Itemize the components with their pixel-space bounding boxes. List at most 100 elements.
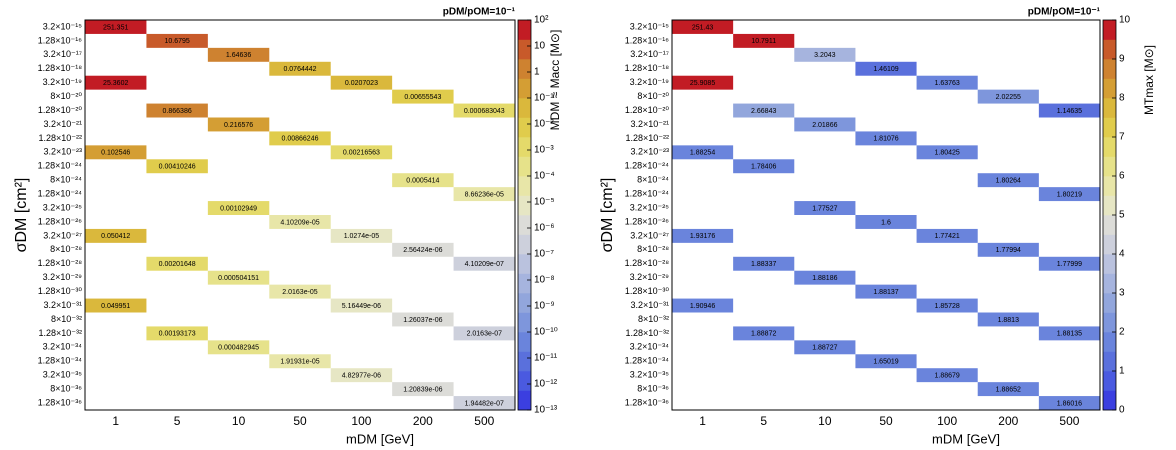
cell [85, 20, 147, 34]
cell-label: 4.10209e-05 [280, 219, 319, 226]
cell [794, 270, 856, 285]
cell [207, 47, 270, 62]
chart-title: pDM/pOM=10⁻¹ [443, 7, 516, 18]
cell [269, 131, 331, 146]
cell-label: 0.00410246 [159, 164, 196, 171]
y-axis-label: σDM [cm²] [599, 178, 616, 253]
cell [855, 284, 917, 299]
colorbar-tick-label: 10⁻⁷ [534, 249, 554, 260]
cell-label: 3.2043 [814, 52, 836, 59]
cell-label: 4.82977e-06 [342, 373, 381, 380]
cell [916, 228, 978, 243]
cell [916, 298, 978, 313]
colorbar-tick-label: 5 [1119, 210, 1125, 221]
cell [85, 75, 147, 90]
cell-label: 1.90946 [690, 303, 715, 310]
cell [207, 201, 270, 215]
cell [855, 215, 917, 229]
cell-label: 25.3602 [103, 80, 128, 87]
cell [672, 75, 734, 90]
x-tick-label: 50 [879, 414, 893, 428]
colorbar-band [1103, 293, 1116, 313]
cell-label: 1.88337 [751, 261, 776, 268]
plot-frame [671, 19, 1101, 411]
colorbar-band [1103, 234, 1116, 255]
cell-label: 1.65019 [873, 359, 898, 366]
y-tick-label: 1.28×10⁻³⁰ [625, 286, 670, 296]
y-tick-label: 1.28×10⁻¹⁶ [38, 35, 83, 45]
cell [733, 256, 795, 271]
cell [1038, 103, 1100, 118]
cell-label: 1.77421 [934, 233, 959, 240]
colorbar-band [1103, 39, 1116, 60]
y-tick-label: 3.2×10⁻²⁷ [630, 230, 669, 240]
cell-label: 0.00216563 [343, 150, 380, 157]
cell [207, 117, 270, 132]
colorbar-tick-label: 10⁻⁴ [534, 171, 555, 182]
colorbar-band [518, 20, 531, 40]
colorbar-tick-label: 10⁻¹¹ [534, 353, 558, 364]
cell-label: 0.0005414 [406, 178, 439, 185]
cell [453, 103, 515, 118]
cell-label: 1.88652 [996, 386, 1021, 393]
colorbar-tick-label: 4 [1119, 249, 1125, 260]
cell-label: 0.0207023 [345, 80, 378, 87]
y-tick-label: 1.28×10⁻¹⁶ [625, 35, 670, 45]
cell [453, 326, 515, 341]
x-axis-label: mDM [GeV] [346, 431, 414, 446]
x-tick-label: 50 [293, 414, 307, 428]
colorbar-band [518, 234, 531, 255]
x-tick-label: 5 [760, 414, 767, 428]
y-tick-label: 8×10⁻²⁴ [637, 175, 669, 185]
y-tick-label: 1.28×10⁻³⁴ [625, 356, 670, 366]
cell [977, 242, 1039, 257]
x-tick-label: 500 [474, 414, 494, 428]
colorbar-band [518, 351, 531, 372]
colorbar-tick-label: 10 [1119, 15, 1131, 26]
cell-label: 0.00655543 [404, 94, 441, 101]
colorbar-band [1103, 20, 1116, 40]
cell [146, 159, 208, 174]
x-tick-label: 200 [413, 414, 433, 428]
cell-label: 1.88679 [934, 373, 959, 380]
colorbar-band [518, 371, 531, 391]
cell-label: 1.91931e-05 [280, 359, 319, 366]
cell [977, 382, 1039, 397]
colorbar-band [518, 254, 531, 274]
cell [85, 298, 147, 313]
colorbar-tick-label: 10⁻⁸ [534, 275, 555, 286]
cell [392, 242, 454, 257]
y-tick-label: 3.2×10⁻³¹ [43, 300, 82, 310]
y-tick-label: 8×10⁻²⁰ [637, 91, 669, 101]
cell-label: 0.00201648 [159, 261, 196, 268]
colorbar-band [1103, 98, 1116, 118]
cell [1038, 187, 1100, 202]
cell [330, 145, 393, 160]
cell [146, 33, 208, 48]
colorbar-band [1103, 215, 1116, 235]
cell-label: 1.81076 [873, 136, 898, 143]
colorbar-band [1103, 312, 1116, 333]
cell-label: 8.66236e-05 [465, 191, 504, 198]
y-tick-label: 3.2×10⁻¹⁹ [630, 77, 670, 87]
y-tick-label: 1.28×10⁻²⁰ [38, 105, 83, 115]
colorbar-tick-label: 8 [1119, 93, 1125, 104]
y-tick-label: 1.28×10⁻²⁴ [38, 161, 83, 171]
colorbar-band [1103, 390, 1116, 411]
colorbar-tick-label: 10⁻⁵ [534, 197, 555, 208]
colorbar-band [1103, 195, 1116, 216]
cell-label: 1.80264 [996, 178, 1021, 185]
cell-label: 1.93176 [690, 233, 715, 240]
plot-frame [84, 19, 516, 411]
cell-label: 1.14635 [1057, 108, 1082, 115]
colorbar-tick-label: 3 [1119, 288, 1125, 299]
cell [392, 312, 454, 327]
y-tick-label: 1.28×10⁻²⁰ [625, 105, 670, 115]
cell-label: 10.6795 [164, 38, 189, 45]
cell [672, 298, 734, 313]
colorbar-band [518, 293, 531, 313]
cell-label: 0.102546 [101, 150, 130, 157]
cell [1038, 326, 1100, 341]
colorbar-tick-label: 1 [1119, 366, 1125, 377]
colorbar-tick-label: 10⁻³ [534, 145, 554, 156]
